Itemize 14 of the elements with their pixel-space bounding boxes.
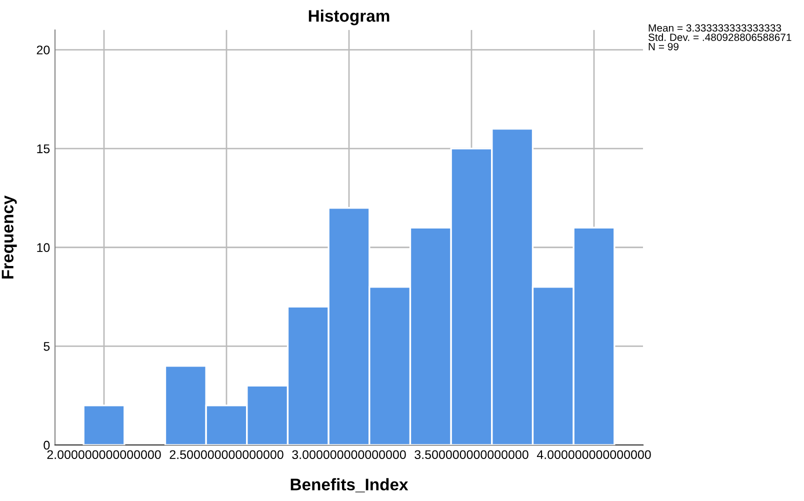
x-axis-title: Benefits_Index bbox=[290, 478, 408, 492]
y-tick-label: 5 bbox=[44, 342, 50, 351]
x-tick-label: 3.000000000000000 bbox=[292, 450, 406, 460]
x-tick-label: 4.000000000000000 bbox=[536, 450, 651, 460]
chart-title: Histogram bbox=[308, 10, 390, 26]
text: Mean = 3.333333333333333 Std. Dev. = .480928806588671 N = 99 bbox=[648, 24, 792, 50]
y-axis-title: Frequency bbox=[2, 195, 17, 279]
y-tick-label: 20 bbox=[36, 46, 50, 54]
y-tick-label: 15 bbox=[37, 144, 50, 154]
y-tick-label: 10 bbox=[37, 243, 50, 252]
x-tick-label: 2.000000000000000 bbox=[47, 450, 161, 460]
x-tick-label: 3.500000000000000 bbox=[414, 450, 528, 460]
x-tick-label: 2.500000000000000 bbox=[170, 450, 284, 460]
y-tick-label: 0 bbox=[44, 440, 50, 450]
